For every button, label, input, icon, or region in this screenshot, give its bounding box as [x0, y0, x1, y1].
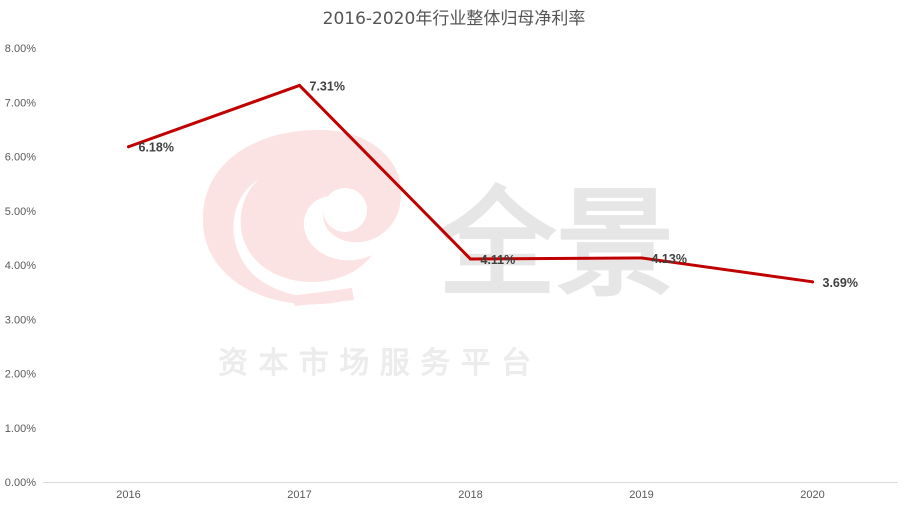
watermark-logo-icon [202, 129, 402, 306]
x-tick-label: 2016 [116, 489, 140, 501]
y-tick-label: 2.00% [5, 369, 36, 381]
data-label: 3.69% [823, 276, 858, 290]
data-label: 4.11% [481, 253, 516, 267]
x-tick-label: 2017 [287, 489, 311, 501]
y-tick-label: 0.00% [5, 477, 36, 489]
chart-title: 2016-2020年行业整体归母净利率 [323, 9, 586, 29]
x-axis: 2016 2017 2018 2019 2020 [116, 489, 824, 501]
watermark-tagline: 资 本 市 场 服 务 平 台 [218, 346, 531, 381]
data-point [469, 257, 472, 261]
y-tick-label: 6.00% [5, 152, 36, 164]
data-labels: 6.18% 7.31% 4.11% 4.13% 3.69% [139, 79, 858, 289]
y-tick-label: 3.00% [5, 314, 36, 326]
y-tick-label: 8.00% [5, 43, 36, 55]
data-label: 4.13% [652, 252, 687, 266]
y-tick-label: 7.00% [5, 97, 36, 109]
data-label: 6.18% [139, 141, 174, 155]
x-tick-label: 2020 [800, 489, 824, 501]
series-group [127, 83, 814, 284]
y-tick-label: 4.00% [5, 260, 36, 272]
y-tick-label: 1.00% [5, 423, 36, 435]
data-point [298, 83, 301, 87]
x-tick-label: 2018 [458, 489, 482, 501]
watermark-brand: 全景 [437, 175, 674, 313]
y-tick-label: 5.00% [5, 206, 36, 218]
data-point [811, 280, 814, 284]
data-point [640, 256, 643, 260]
data-point [127, 145, 130, 149]
x-tick-label: 2019 [629, 489, 653, 501]
data-label: 7.31% [310, 79, 345, 93]
y-axis: 0.00% 1.00% 2.00% 3.00% 4.00% 5.00% 6.00% 7.00%… [5, 43, 36, 489]
watermark: 全景 资 本 市 场 服 务 平 台 [202, 129, 674, 381]
